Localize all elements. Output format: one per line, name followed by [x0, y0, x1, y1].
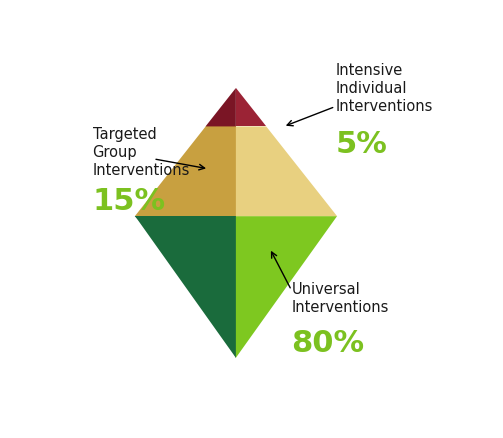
Text: Targeted
Group
Interventions: Targeted Group Interventions — [93, 127, 190, 178]
Text: 80%: 80% — [292, 329, 365, 358]
Polygon shape — [236, 127, 337, 216]
Polygon shape — [135, 216, 236, 358]
Polygon shape — [236, 88, 266, 127]
Text: Universal
Interventions: Universal Interventions — [292, 282, 389, 315]
Polygon shape — [206, 88, 236, 127]
Polygon shape — [135, 127, 236, 216]
Text: 15%: 15% — [93, 187, 165, 216]
Text: Intensive
Individual
Interventions: Intensive Individual Interventions — [336, 63, 433, 114]
Text: 5%: 5% — [336, 130, 387, 159]
Polygon shape — [135, 216, 236, 358]
Polygon shape — [236, 216, 337, 358]
